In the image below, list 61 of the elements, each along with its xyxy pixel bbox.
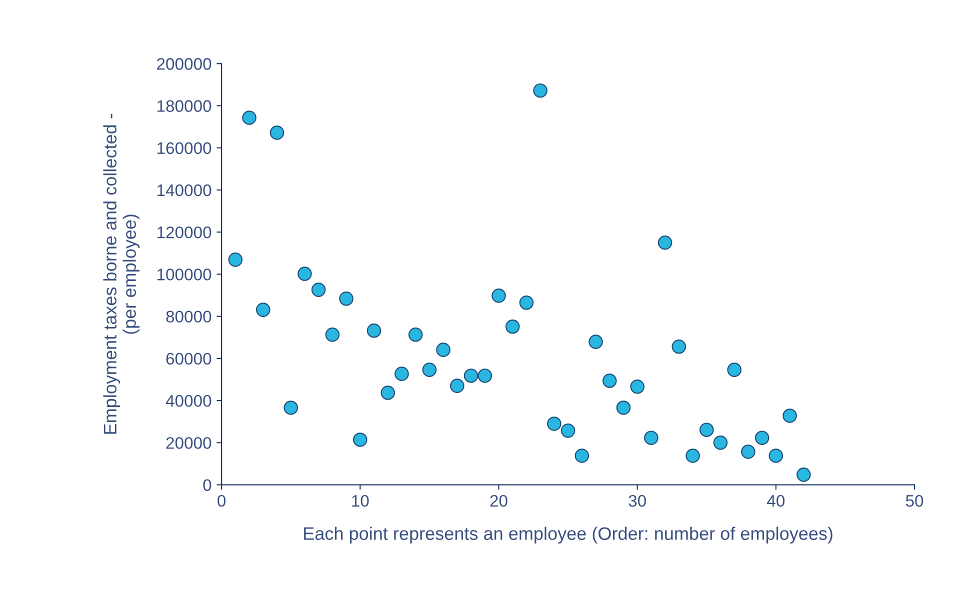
y-axis-title: Employment taxes borne and collected - (per employee) [103, 114, 140, 434]
point [796, 468, 811, 482]
point [270, 126, 284, 140]
point [450, 378, 464, 393]
point [547, 416, 562, 431]
x-tick-label: 0 [218, 494, 226, 507]
point [478, 368, 492, 383]
point [672, 340, 686, 354]
point [630, 380, 644, 394]
point [686, 448, 700, 463]
point [408, 328, 423, 342]
point [394, 366, 409, 381]
y-tick-label: 80000 [166, 310, 212, 323]
point [256, 302, 270, 317]
y-tick-label: 60000 [166, 352, 212, 365]
y-tick-label: 160000 [157, 142, 212, 154]
y-tick-label: 140000 [157, 184, 212, 196]
y-tick-label: 100000 [157, 268, 212, 280]
point [353, 432, 368, 447]
y-tick-label: 0 [203, 479, 212, 492]
point [380, 386, 396, 400]
point [616, 400, 631, 415]
point [713, 436, 728, 450]
point [492, 288, 506, 303]
point [228, 252, 243, 267]
y-tick-label: 200000 [157, 58, 212, 70]
point [588, 334, 603, 349]
y-tick-label: 180000 [157, 100, 212, 112]
point [560, 424, 576, 438]
point [242, 110, 256, 125]
point [284, 400, 298, 415]
y-tick-label: 120000 [157, 226, 212, 238]
point [339, 292, 354, 306]
x-axis-title: Each point represents an employee (Order: number of employees) [304, 526, 832, 544]
point [366, 324, 382, 338]
x-tick-label: 50 [906, 494, 924, 507]
point [754, 430, 770, 445]
point [505, 320, 520, 334]
point [298, 266, 312, 281]
point [325, 328, 340, 342]
x-tick-label: 30 [628, 494, 646, 507]
y-tick-label: 20000 [166, 437, 212, 449]
point [464, 368, 478, 383]
x-tick-label: 40 [767, 494, 785, 507]
y-tick-label: 40000 [166, 394, 212, 407]
x-tick-label: 10 [352, 494, 369, 507]
point [519, 296, 534, 310]
point [422, 362, 437, 377]
point [768, 448, 784, 463]
point [311, 282, 326, 297]
point [574, 448, 590, 463]
point [644, 430, 658, 445]
point [699, 422, 714, 437]
point [727, 362, 742, 377]
x-tick-label: 20 [490, 494, 508, 507]
point [741, 444, 756, 459]
point [533, 83, 548, 98]
point [436, 342, 450, 357]
point [658, 235, 672, 250]
point [782, 408, 797, 423]
point [602, 374, 617, 388]
